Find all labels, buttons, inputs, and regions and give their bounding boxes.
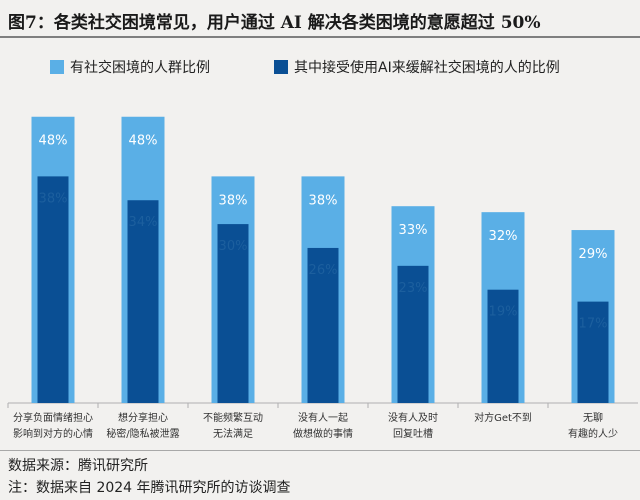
bar-chart: 有社交困境的人群比例 其中接受使用AI来缓解社交困境的人的比例 48% 38% 分享负面…	[7, 59, 638, 440]
chart-title: 图7：各类社交困境常见，用户通过 AI 解决各类困境的意愿超过 50%	[8, 13, 541, 33]
source-note: 数据来源：腾讯研究所	[8, 458, 148, 474]
data-label-light: 33%	[399, 223, 428, 238]
legend-label-dark: 其中接受使用AI来缓解社交困境的人的比例	[294, 59, 560, 76]
data-label-light: 38%	[219, 193, 248, 208]
legend-swatch-light	[50, 60, 64, 74]
data-label-light: 29%	[579, 247, 608, 262]
bar-dark	[487, 289, 519, 403]
x-tick-label: 无法满足	[213, 427, 253, 440]
x-tick-label: 对方Get不到	[474, 411, 532, 424]
x-tick-label: 影响到对方的心情	[13, 427, 93, 440]
bar-dark	[577, 301, 609, 403]
x-tick-label: 回复吐槽	[393, 427, 433, 440]
data-label-dark: 26%	[309, 263, 338, 278]
bar-dark	[127, 200, 159, 403]
x-tick-label: 没有人及时	[388, 411, 438, 424]
data-label-dark: 30%	[219, 239, 248, 254]
data-label-dark: 38%	[39, 191, 68, 206]
legend-swatch-dark	[274, 60, 288, 74]
data-label-light: 48%	[39, 134, 68, 149]
bar-dark	[37, 176, 69, 403]
title-divider	[0, 36, 640, 38]
bar-dark	[397, 265, 429, 403]
x-tick-label: 无聊	[583, 411, 603, 424]
bar-dark	[217, 224, 249, 403]
bar-dark	[307, 247, 339, 403]
data-label-dark: 19%	[489, 305, 518, 320]
x-tick-label: 想分享担心	[118, 411, 168, 424]
data-label-dark: 23%	[399, 281, 428, 296]
x-tick-label: 分享负面情绪担心	[13, 411, 93, 424]
legend-label-light: 有社交困境的人群比例	[70, 59, 210, 76]
x-tick-label: 没有人一起	[298, 411, 348, 424]
data-label-light: 32%	[489, 229, 518, 244]
data-label-dark: 34%	[129, 215, 158, 230]
data-label-dark: 17%	[579, 317, 608, 332]
data-label-light: 48%	[129, 134, 158, 149]
x-tick-label: 不能频繁互动	[203, 411, 263, 424]
footer-divider	[0, 450, 640, 451]
x-tick-label: 做想做的事情	[293, 427, 353, 440]
x-tick-label: 有趣的人少	[568, 427, 618, 440]
data-label-light: 38%	[309, 193, 338, 208]
survey-note: 注：数据来自 2024 年腾讯研究所的访谈调查	[8, 480, 291, 496]
x-tick-label: 秘密/隐私被泄露	[106, 427, 179, 440]
